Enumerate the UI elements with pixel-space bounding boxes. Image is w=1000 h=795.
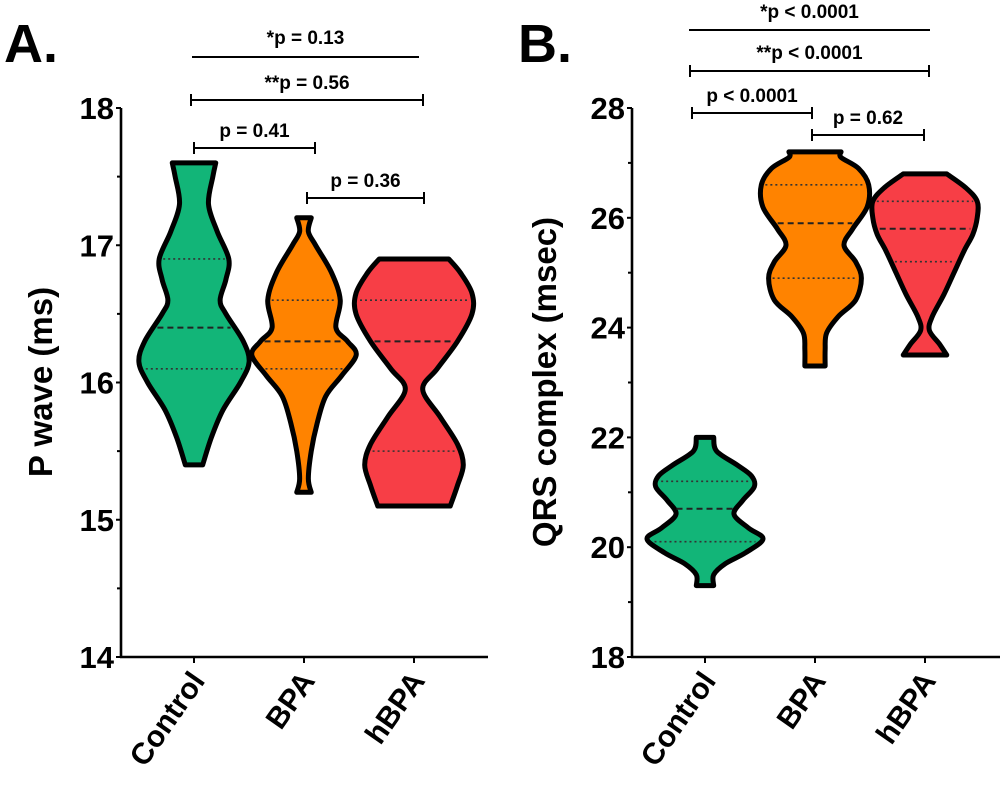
violin-body: [644, 434, 766, 589]
x-tick-label-control: Control: [635, 666, 723, 772]
panel-b-violins: [644, 149, 981, 589]
panel-b-label: B.: [518, 14, 572, 74]
p-value-label: **p = 0.56: [264, 73, 349, 94]
y-tick-label: 16: [80, 366, 114, 401]
violin-bpa: [249, 215, 359, 495]
violin-body: [136, 160, 252, 468]
y-tick-label: 18: [80, 91, 114, 126]
panel-b-significance-brackets: p < 0.0001 p = 0.62 **p < 0.0001 *p < 0.000…: [689, 2, 930, 141]
violin-control: [644, 434, 766, 589]
y-tick-label: 22: [591, 420, 625, 455]
significance-bracket: p = 0.36: [306, 171, 425, 204]
y-tick-label: 18: [591, 640, 625, 675]
y-tick-label: 14: [80, 640, 115, 675]
x-tick-label-control: Control: [124, 666, 212, 772]
panel-a-y-axis-label: P wave (ms): [22, 287, 59, 477]
y-tick-label: 15: [80, 503, 114, 538]
significance-bracket: *p = 0.13: [192, 28, 419, 58]
y-tick-label: 24: [591, 311, 626, 346]
violin-body: [249, 215, 359, 495]
x-tick-label-hbpa: hBPA: [359, 666, 432, 750]
p-value-label: p = 0.36: [330, 171, 400, 192]
violin-body: [757, 149, 873, 369]
x-tick-label-bpa: BPA: [260, 666, 322, 735]
y-tick-label: 17: [80, 228, 114, 263]
panel-b-y-axis-label: QRS complex (msec): [526, 217, 563, 547]
p-value-label: *p = 0.13: [267, 28, 345, 49]
violin-control: [136, 160, 252, 468]
violin-body: [869, 171, 981, 358]
y-tick-label: 20: [591, 530, 625, 565]
p-value-label: p = 0.62: [833, 108, 903, 129]
significance-bracket: p = 0.62: [811, 108, 925, 141]
p-value-label: p = 0.41: [219, 121, 290, 142]
p-value-label: p < 0.0001: [706, 86, 798, 107]
panel-b: B. QRS complex (msec) 18 20 22 24 26 28 Contro…: [518, 2, 1000, 772]
significance-bracket: p < 0.0001: [691, 86, 813, 119]
panel-a-violins: [136, 160, 477, 509]
p-value-label: *p < 0.0001: [760, 2, 859, 23]
violin-body: [351, 256, 477, 509]
violin-hbpa: [869, 171, 981, 358]
x-tick-label-bpa: BPA: [771, 666, 833, 735]
significance-bracket: **p = 0.56: [190, 73, 424, 106]
y-tick-label: 28: [591, 91, 625, 126]
p-value-label: **p < 0.0001: [756, 43, 863, 64]
y-tick-label: 26: [591, 201, 625, 236]
panel-a-significance-brackets: p = 0.41 p = 0.36 **p = 0.56 *p = 0.13: [190, 28, 425, 204]
violin-hbpa: [351, 256, 477, 509]
significance-bracket: *p < 0.0001: [689, 2, 930, 31]
violin-bpa: [757, 149, 873, 369]
panel-a-label: A.: [4, 14, 58, 74]
significance-bracket: **p < 0.0001: [689, 43, 930, 77]
x-tick-label-hbpa: hBPA: [870, 666, 943, 750]
significance-bracket: p = 0.41: [193, 121, 316, 154]
